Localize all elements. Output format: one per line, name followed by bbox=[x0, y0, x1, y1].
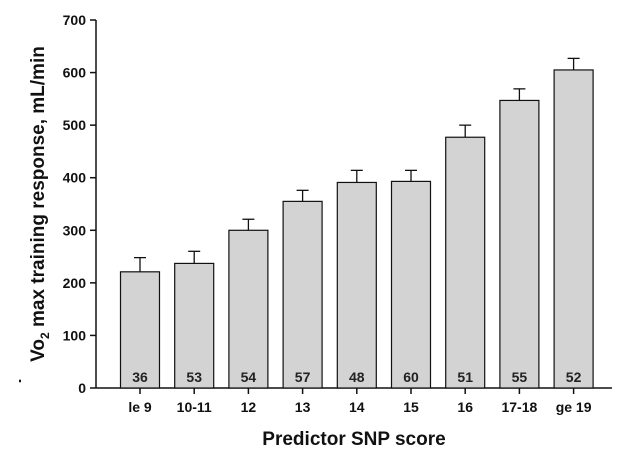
sample-size-label: 55 bbox=[512, 369, 528, 385]
y-tick-label: 600 bbox=[63, 65, 87, 81]
x-tick-label: ge 19 bbox=[556, 399, 592, 415]
bar bbox=[282, 200, 323, 389]
x-tick-label: 12 bbox=[241, 399, 257, 415]
bar bbox=[228, 229, 269, 389]
y-axis-title-subscript: 2 bbox=[38, 332, 52, 339]
y-tick-label: 500 bbox=[63, 117, 87, 133]
error-bars-group bbox=[134, 57, 580, 272]
sample-size-label: 53 bbox=[186, 369, 202, 385]
x-tick-label: 13 bbox=[295, 399, 311, 415]
y-tick-label: 400 bbox=[63, 170, 87, 186]
sample-size-labels-group: 36 53 54 57 48 60 51 55 52 bbox=[132, 369, 581, 385]
bar bbox=[553, 69, 594, 389]
sample-size-label: 60 bbox=[403, 369, 419, 385]
bars-group bbox=[119, 69, 594, 389]
x-tick-label: 15 bbox=[403, 399, 419, 415]
y-tick-label: 200 bbox=[63, 275, 87, 291]
y-axis-title: Vo2 max training response, mL/min bbox=[28, 46, 52, 362]
bar bbox=[174, 262, 215, 389]
y-tick-label: 300 bbox=[63, 222, 87, 238]
x-tick-label: 10-11 bbox=[177, 399, 212, 415]
y-tick-label: 100 bbox=[63, 327, 87, 343]
bar bbox=[390, 180, 432, 389]
y-axis-title-dot: ˙ bbox=[17, 378, 38, 384]
y-tick-label: 0 bbox=[78, 380, 86, 396]
y-axis-title-v: V bbox=[28, 349, 49, 362]
x-axis-title: Predictor SNP score bbox=[262, 429, 445, 449]
sample-size-label: 51 bbox=[457, 369, 473, 385]
x-tick-label: 16 bbox=[457, 399, 473, 415]
x-tick-label: le 9 bbox=[128, 399, 152, 415]
y-axis-title-o: o bbox=[28, 339, 49, 351]
y-axis-title-rest: max training response, mL/min bbox=[28, 46, 49, 332]
y-axis: 0 100 200 300 400 500 600 700 bbox=[63, 12, 97, 396]
x-tick-label: 14 bbox=[349, 399, 365, 415]
bar bbox=[499, 99, 540, 389]
sample-size-label: 36 bbox=[132, 369, 148, 385]
sample-size-label: 54 bbox=[241, 369, 257, 385]
sample-size-label: 57 bbox=[295, 369, 311, 385]
bar bbox=[336, 181, 377, 389]
sample-size-label: 52 bbox=[566, 369, 582, 385]
bar bbox=[445, 136, 486, 389]
y-tick-label: 700 bbox=[63, 12, 87, 28]
x-tick-label: 17-18 bbox=[501, 399, 537, 415]
sample-size-label: 48 bbox=[349, 369, 365, 385]
x-axis: le 9 10-11 12 13 14 15 16 17-18 ge 19 bbox=[96, 387, 612, 415]
